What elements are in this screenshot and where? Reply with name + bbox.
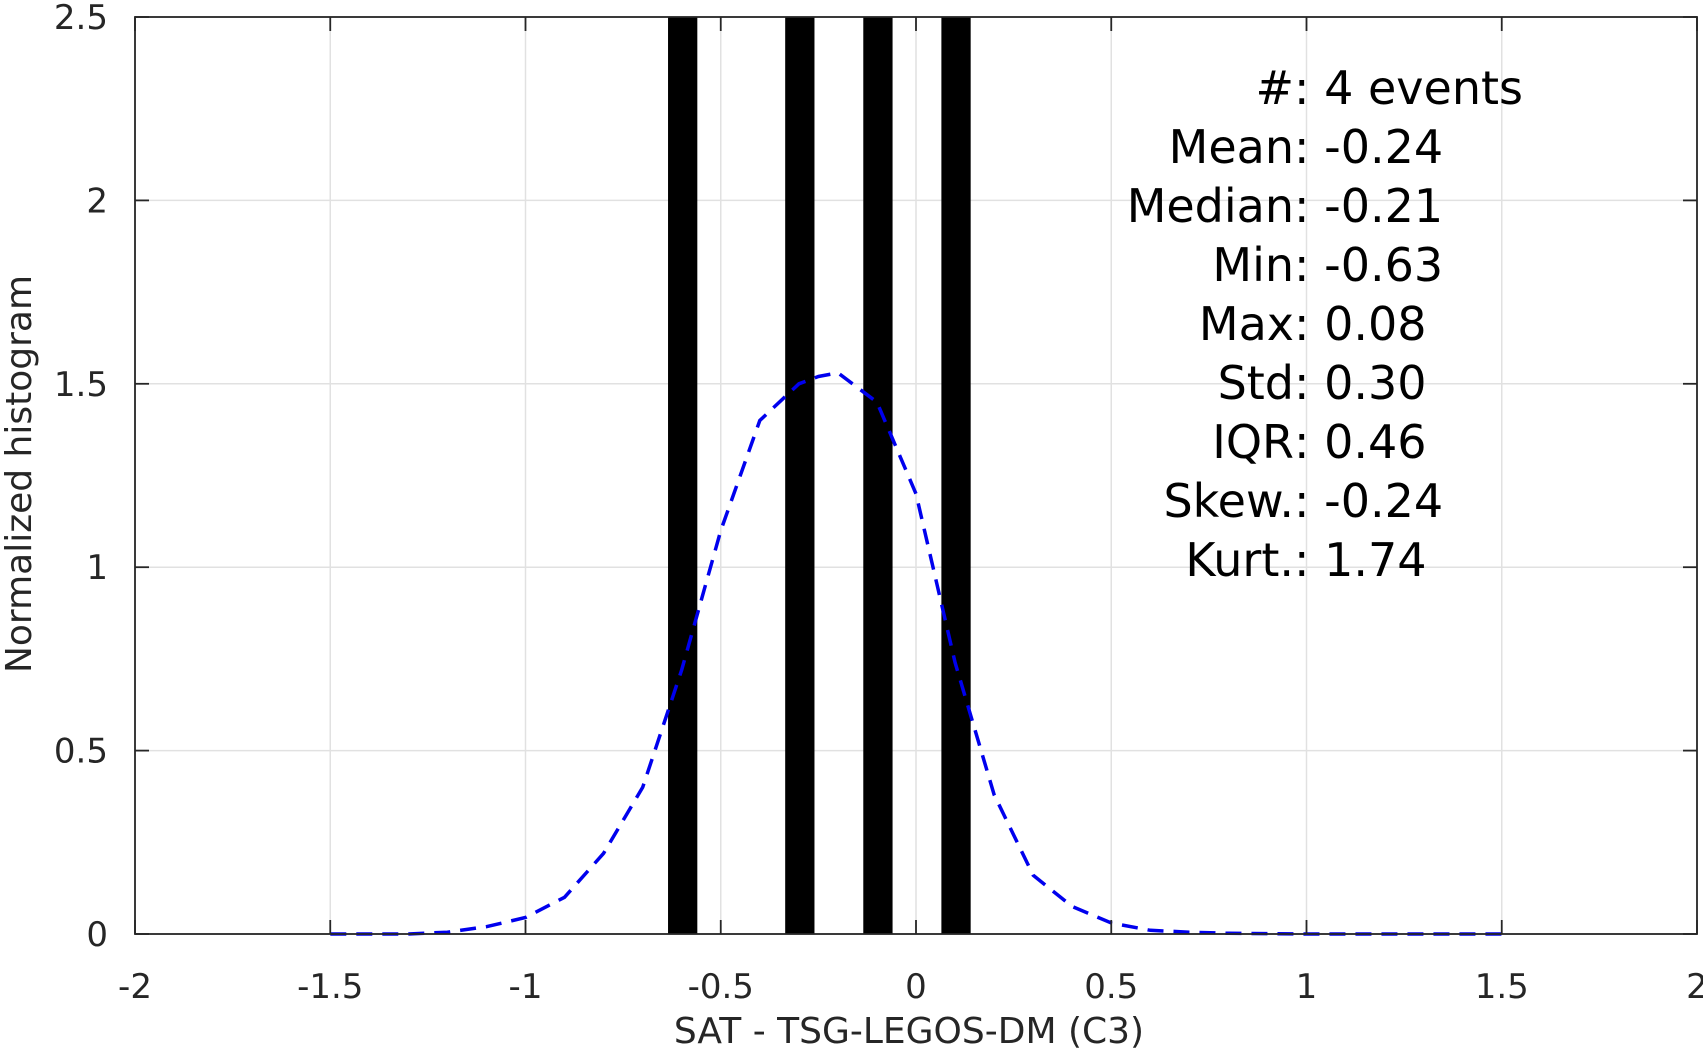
stats-label: Std bbox=[1218, 356, 1294, 410]
stats-label: Max bbox=[1199, 297, 1294, 351]
y-tick-label: 0 bbox=[86, 915, 108, 955]
histogram-bars bbox=[668, 17, 971, 934]
histogram-bar-4 bbox=[941, 17, 971, 934]
stats-label: IQR bbox=[1212, 415, 1294, 469]
stats-value: : -0.24 bbox=[1294, 474, 1443, 528]
x-tick-label: -1.5 bbox=[297, 967, 363, 1007]
x-axis-label: SAT - TSG-LEGOS-DM (C3) bbox=[674, 1011, 1144, 1052]
stats-label: Kurt. bbox=[1185, 533, 1294, 587]
stats-row-2: Mean : -0.24 bbox=[1169, 120, 1443, 174]
x-tick-label: 2 bbox=[1686, 967, 1703, 1007]
stats-value: : -0.63 bbox=[1294, 238, 1443, 292]
x-tick-label: 0.5 bbox=[1084, 967, 1138, 1007]
y-tick-label: 2.5 bbox=[54, 0, 108, 38]
stats-value: : -0.24 bbox=[1294, 120, 1443, 174]
stats-label: Min bbox=[1212, 238, 1294, 292]
stats-row-9: Kurt. : 1.74 bbox=[1185, 533, 1426, 587]
stats-value: : 0.30 bbox=[1294, 356, 1427, 410]
y-tick-labels: 0 0.5 1 1.5 2 2.5 bbox=[54, 0, 108, 955]
x-tick-labels: -2 -1.5 -1 -0.5 0 0.5 1 1.5 2 bbox=[118, 967, 1703, 1007]
y-tick-label: 2 bbox=[86, 181, 108, 221]
x-tick-label: -2 bbox=[118, 967, 152, 1007]
stats-value: : 0.08 bbox=[1294, 297, 1427, 351]
x-tick-label: -0.5 bbox=[688, 967, 754, 1007]
histogram-bar-2 bbox=[785, 17, 815, 934]
histogram-bar-3 bbox=[863, 17, 893, 934]
stats-row-5: Max : 0.08 bbox=[1199, 297, 1427, 351]
stats-row-6: Std : 0.30 bbox=[1218, 356, 1427, 410]
stats-value: : -0.21 bbox=[1294, 179, 1443, 233]
stats-row-1: # : 4 events bbox=[1255, 61, 1523, 115]
x-tick-label: 0 bbox=[905, 967, 927, 1007]
stats-row-3: Median : -0.21 bbox=[1127, 179, 1443, 233]
y-axis-label: Normalized histogram bbox=[0, 275, 40, 673]
stats-value: : 4 events bbox=[1294, 61, 1523, 115]
stats-label: Mean bbox=[1169, 120, 1294, 174]
histogram-bar-1 bbox=[668, 17, 698, 934]
stats-label: Skew. bbox=[1163, 474, 1294, 528]
x-tick-label: 1.5 bbox=[1475, 967, 1529, 1007]
stats-label: # bbox=[1255, 61, 1294, 115]
x-tick-label: 1 bbox=[1296, 967, 1318, 1007]
stats-value: : 1.74 bbox=[1294, 533, 1427, 587]
x-tick-label: -1 bbox=[509, 967, 543, 1007]
grid-lines bbox=[134, 16, 1698, 935]
y-tick-label: 1.5 bbox=[54, 365, 108, 405]
plot-axes bbox=[134, 16, 1698, 935]
y-tick-label: 1 bbox=[86, 548, 108, 588]
stats-row-4: Min : -0.63 bbox=[1212, 238, 1443, 292]
stats-row-8: Skew. : -0.24 bbox=[1163, 474, 1443, 528]
stats-label: Median bbox=[1127, 179, 1294, 233]
stats-value: : 0.46 bbox=[1294, 415, 1427, 469]
stats-row-7: IQR : 0.46 bbox=[1212, 415, 1426, 469]
y-tick-label: 0.5 bbox=[54, 732, 108, 772]
